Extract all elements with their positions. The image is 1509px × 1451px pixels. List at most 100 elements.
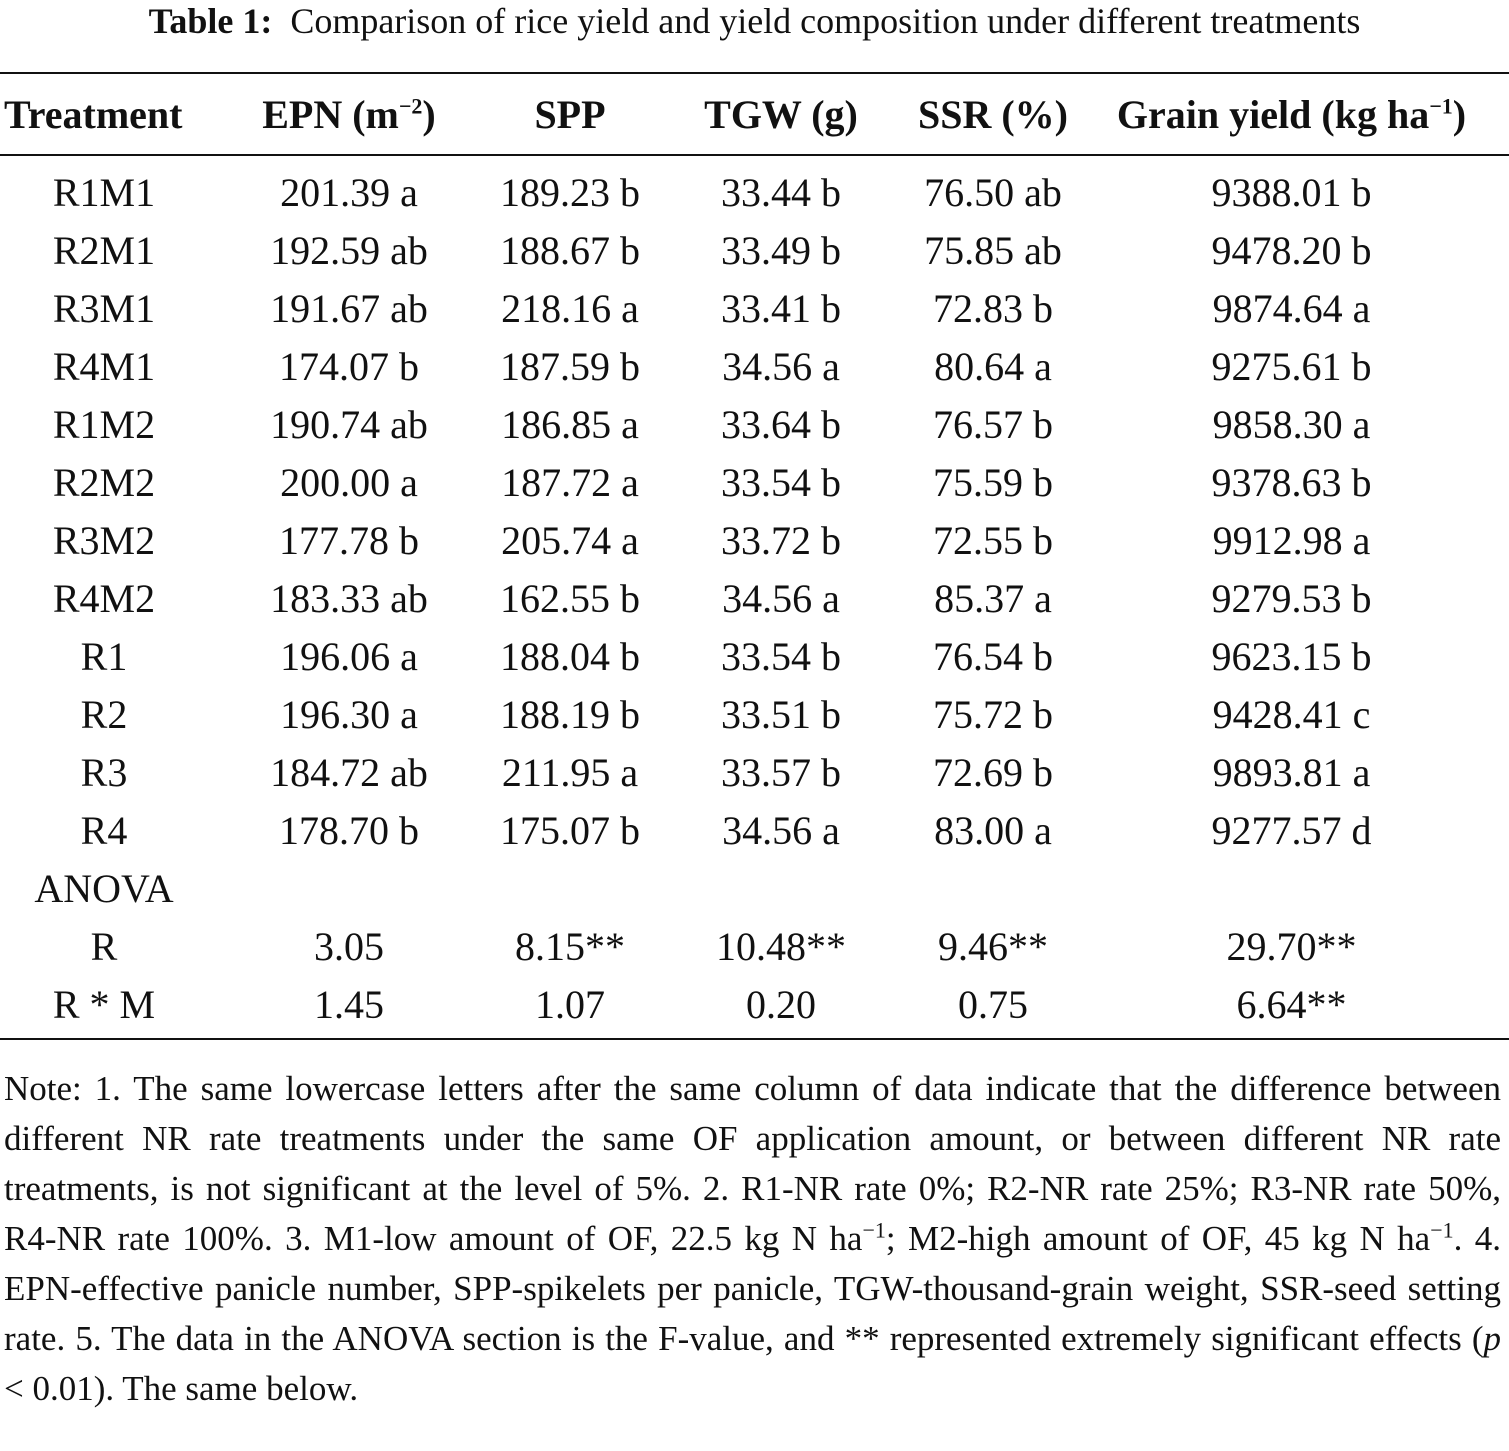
cell-epn: 200.00 a xyxy=(280,460,418,505)
cell-treatment: R3 xyxy=(80,750,128,795)
cell-spp: 188.19 b xyxy=(500,692,640,737)
table-row: ANOVA xyxy=(0,860,1509,918)
cell-treatment: ANOVA xyxy=(34,866,174,911)
cell-yield: 9279.53 b xyxy=(1211,576,1372,621)
cell-ssr: 75.59 b xyxy=(933,460,1053,505)
header-spp: SPP xyxy=(490,72,650,156)
table-row: R3M1 191.67 ab 218.16 a 33.41 b 72.83 b 9874.… xyxy=(0,280,1509,338)
cell-epn: 191.67 ab xyxy=(270,286,428,331)
table-row: R1M1 201.39 a 189.23 b 33.44 b 76.50 ab 9388.… xyxy=(0,155,1509,222)
caption-text: Comparison of rice yield and yield compo… xyxy=(290,1,1361,41)
cell-tgw: 33.51 b xyxy=(721,692,841,737)
header-tgw: TGW (g) xyxy=(650,72,912,156)
cell-ssr: 0.75 xyxy=(912,976,1074,1040)
cell-epn: 192.59 ab xyxy=(270,228,428,273)
cell-tgw: 33.54 b xyxy=(721,634,841,679)
cell-tgw: 33.72 b xyxy=(721,518,841,563)
cell-treatment: R1 xyxy=(80,634,128,679)
cell-tgw: 34.56 a xyxy=(722,576,840,621)
cell-ssr xyxy=(912,860,1074,918)
cell-treatment: R2M1 xyxy=(52,228,156,273)
table-caption: Table 1: Comparison of rice yield and yi… xyxy=(0,0,1509,42)
results-table-container: Treatment EPN (m−2) SPP TGW (g) SSR (%) … xyxy=(0,72,1509,1040)
cell-ssr: 80.64 a xyxy=(934,344,1052,389)
cell-yield: 9275.61 b xyxy=(1211,344,1372,389)
cell-tgw xyxy=(650,860,912,918)
cell-ssr: 9.46** xyxy=(938,924,1048,969)
cell-spp: 189.23 b xyxy=(500,170,640,215)
cell-ssr: 76.50 ab xyxy=(924,170,1062,215)
table-row: R4M2 183.33 ab 162.55 b 34.56 a 85.37 a 9279.… xyxy=(0,570,1509,628)
cell-treatment: R3M2 xyxy=(52,518,156,563)
table-row: R2M2 200.00 a 187.72 a 33.54 b 75.59 b 9378.6… xyxy=(0,454,1509,512)
cell-epn: 178.70 b xyxy=(279,808,419,853)
table-row: R1 196.06 a 188.04 b 33.54 b 76.54 b 9623.15 … xyxy=(0,628,1509,686)
cell-epn: 174.07 b xyxy=(279,344,419,389)
cell-treatment: R * M xyxy=(0,976,208,1040)
header-row: Treatment EPN (m−2) SPP TGW (g) SSR (%) … xyxy=(0,72,1509,156)
table-row: R4 178.70 b 175.07 b 34.56 a 83.00 a 9277.57 … xyxy=(0,802,1509,860)
cell-epn: 196.06 a xyxy=(280,634,418,679)
header-epn: EPN (m−2) xyxy=(208,72,490,156)
cell-tgw: 33.64 b xyxy=(721,402,841,447)
cell-spp: 1.07 xyxy=(490,976,650,1040)
cell-tgw: 33.57 b xyxy=(721,750,841,795)
cell-spp: 218.16 a xyxy=(501,286,639,331)
cell-epn: 190.74 ab xyxy=(270,402,428,447)
cell-epn: 183.33 ab xyxy=(270,576,428,621)
cell-treatment: R2 xyxy=(80,692,128,737)
results-table: Treatment EPN (m−2) SPP TGW (g) SSR (%) … xyxy=(0,72,1509,1040)
cell-ssr: 72.55 b xyxy=(933,518,1053,563)
cell-ssr: 72.69 b xyxy=(933,750,1053,795)
cell-yield: 9277.57 d xyxy=(1211,808,1372,853)
cell-ssr: 75.85 ab xyxy=(924,228,1062,273)
header-yield: Grain yield (kg ha−1) xyxy=(1074,72,1509,156)
cell-yield: 6.64** xyxy=(1074,976,1509,1040)
table-row: R2M1 192.59 ab 188.67 b 33.49 b 75.85 ab 9478… xyxy=(0,222,1509,280)
caption-label: Table 1: xyxy=(148,1,273,41)
cell-yield: 9874.64 a xyxy=(1212,286,1371,331)
table-row: R3 184.72 ab 211.95 a 33.57 b 72.69 b 9893.81… xyxy=(0,744,1509,802)
cell-epn: 201.39 a xyxy=(280,170,418,215)
cell-treatment: R4M1 xyxy=(52,344,156,389)
cell-tgw: 34.56 a xyxy=(722,808,840,853)
cell-tgw: 33.54 b xyxy=(721,460,841,505)
cell-yield: 9378.63 b xyxy=(1211,460,1372,505)
cell-epn: 1.45 xyxy=(208,976,490,1040)
cell-ssr: 83.00 a xyxy=(934,808,1052,853)
cell-yield: 9858.30 a xyxy=(1212,402,1371,447)
cell-spp: 188.04 b xyxy=(500,634,640,679)
cell-epn: 3.05 xyxy=(314,924,384,969)
cell-epn: 177.78 b xyxy=(279,518,419,563)
cell-treatment: R xyxy=(90,924,118,969)
cell-spp: 162.55 b xyxy=(500,576,640,621)
cell-epn: 196.30 a xyxy=(280,692,418,737)
table-row: R2 196.30 a 188.19 b 33.51 b 75.72 b 9428.41 … xyxy=(0,686,1509,744)
cell-spp xyxy=(490,860,650,918)
cell-spp: 205.74 a xyxy=(501,518,639,563)
cell-spp: 187.72 a xyxy=(501,460,639,505)
cell-yield: 29.70** xyxy=(1226,924,1357,969)
cell-tgw: 33.44 b xyxy=(721,170,841,215)
cell-tgw: 10.48** xyxy=(716,924,846,969)
cell-spp: 188.67 b xyxy=(500,228,640,273)
cell-yield xyxy=(1074,860,1509,918)
table-row: R3M2 177.78 b 205.74 a 33.72 b 72.55 b 9912.9… xyxy=(0,512,1509,570)
cell-treatment: R2M2 xyxy=(52,460,156,505)
cell-treatment: R1M1 xyxy=(52,170,156,215)
table-note: Note: 1. The same lowercase letters afte… xyxy=(4,1069,1501,1408)
header-treatment: Treatment xyxy=(0,72,208,156)
cell-ssr: 72.83 b xyxy=(933,286,1053,331)
cell-tgw: 34.56 a xyxy=(722,344,840,389)
cell-spp: 187.59 b xyxy=(500,344,640,389)
table-row: R4M1 174.07 b 187.59 b 34.56 a 80.64 a 9275.6… xyxy=(0,338,1509,396)
header-ssr: SSR (%) xyxy=(912,72,1074,156)
cell-epn xyxy=(208,860,490,918)
cell-spp: 175.07 b xyxy=(500,808,640,853)
cell-epn: 184.72 ab xyxy=(270,750,428,795)
cell-treatment: R4M2 xyxy=(52,576,156,621)
table-row: R1M2 190.74 ab 186.85 a 33.64 b 76.57 b 9858.… xyxy=(0,396,1509,454)
cell-tgw: 0.20 xyxy=(650,976,912,1040)
cell-yield: 9912.98 a xyxy=(1212,518,1371,563)
cell-yield: 9388.01 b xyxy=(1211,170,1372,215)
